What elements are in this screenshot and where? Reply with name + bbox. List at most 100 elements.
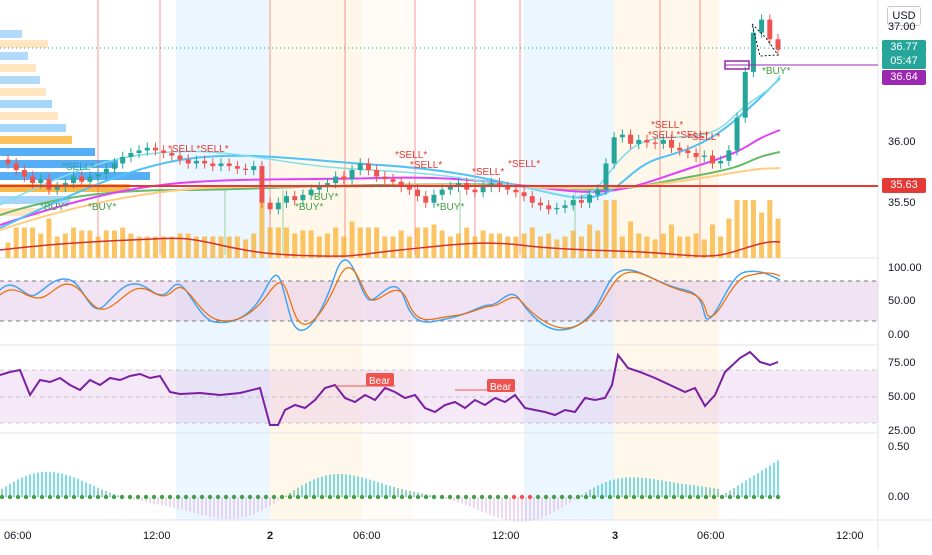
candle [161,150,167,153]
squeeze-dot [47,494,53,500]
candle [390,179,396,182]
volume-bar [709,224,715,258]
candle [292,196,298,201]
candle [185,159,191,164]
candle [406,187,412,190]
squeeze-dot [343,494,349,500]
squeeze-dot [631,494,637,500]
session-orange-1 [270,0,362,520]
squeeze-dot [487,494,493,500]
volume-bar [718,236,724,258]
squeeze-dot [135,494,141,500]
squeeze-dot [63,494,69,500]
volume-bar [562,236,568,258]
candle [210,163,216,167]
candle [144,147,150,151]
squeeze-dot [439,494,445,500]
squeeze-dot [39,494,45,500]
candle [537,202,543,206]
volume-bar [267,227,273,258]
candle [423,196,429,203]
volume-profile [0,30,150,216]
volume-bar [185,233,191,258]
rsi-tick: 50.00 [888,391,916,403]
squeeze-dot [455,494,461,500]
stoch-tick: 0.00 [888,329,910,341]
time-tick: 12:00 [492,530,520,542]
squeeze-dot [287,494,293,500]
buy-label: *BUY* [295,202,323,213]
volume-bar [398,230,404,258]
squeeze-dot [431,494,437,500]
volume-bar [472,236,478,258]
volume-bar [374,227,380,258]
volume-bar [275,227,281,258]
squeeze-dot [503,494,509,500]
bear-label-1 [366,373,394,386]
volume-bar [177,233,183,258]
candle [685,150,691,153]
candle [128,153,134,157]
candle [95,173,101,177]
volume-bar [382,236,388,258]
volume-bar [529,227,535,258]
candle [652,142,658,144]
volume-bar [365,227,371,258]
squeeze-dot [295,494,301,500]
candle [308,189,314,195]
volume-bar [202,236,208,258]
volume-bar [144,236,150,258]
buy-label: *BUY* [88,202,116,213]
volume-bar [169,236,175,258]
candle [431,194,437,203]
candle [603,163,609,190]
candle [169,153,175,156]
volume-bar [595,230,601,258]
price-tick: 35.50 [888,197,916,209]
rsi-tick: 75.00 [888,357,916,369]
session-orange-2 [362,0,414,520]
buy-label: *BUY* [310,192,338,203]
candle [152,147,158,151]
squeeze-dot [231,494,237,500]
squeeze-dot [351,494,357,500]
volume-bar [300,230,306,258]
sell-label: *SELL* [395,150,427,161]
squeeze-dot [663,494,669,500]
bear-label-2 [487,379,515,392]
squeeze-dot [415,494,421,500]
volume-bar [775,218,781,258]
candle [349,170,355,180]
candle [726,150,732,161]
squeeze-dot [711,494,717,500]
candle [554,207,560,210]
candle [54,187,60,190]
squeeze-dot [55,494,61,500]
volume-bar [726,218,732,258]
svg-text:Bear: Bear [369,376,391,387]
squeeze-dot [551,494,557,500]
squeeze-dot [695,494,701,500]
volume-bar [390,236,396,258]
volume-bar [128,233,134,258]
candle [750,32,756,72]
squeeze-dot [151,494,157,500]
volume-bar [406,236,412,258]
currency-badge[interactable]: USD [887,6,921,26]
volume-bar [62,233,68,258]
squeeze-dot [615,494,621,500]
candle [447,187,453,190]
candle [677,147,683,151]
squeeze-dot [87,494,93,500]
volume-bar [767,200,773,258]
squeeze-dot [127,494,133,500]
volume-bar [234,236,240,258]
volume-bar [210,236,216,258]
candle [660,139,666,144]
macd-histogram [1,460,779,522]
volume-bar [54,236,60,258]
candle [759,19,765,33]
volume-bar [742,200,748,258]
